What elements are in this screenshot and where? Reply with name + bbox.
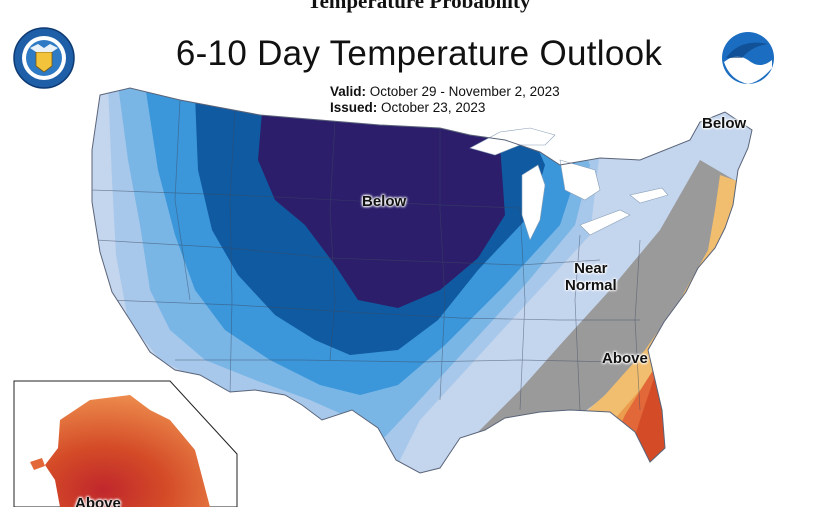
lake-michigan [521,164,546,241]
cut-off-title: Temperature Probability [307,0,531,13]
state-line [329,119,336,361]
region-northeast-below [700,112,752,170]
alaska-island [30,458,45,470]
state-line [439,128,446,401]
lake-ontario [629,187,669,204]
valid-issued-block: Valid: October 29 - November 2, 2023 Iss… [330,84,560,116]
alaska-inset [13,380,238,507]
lake-superior [469,127,556,156]
label-above-southeast: Above [602,350,648,367]
alaska-above-shading [45,395,210,507]
issued-label: Issued: [330,100,378,115]
state-line [634,239,641,411]
conus-outline [91,87,753,474]
state-line [519,207,526,411]
state-line [574,234,581,411]
great-lakes [469,127,669,241]
page-title: 6-10 Day Temperature Outlook [175,34,663,73]
label-below-central: Below [362,193,407,210]
state-line [174,99,191,301]
issued-row: Issued: October 23, 2023 [330,100,560,116]
state-line [175,359,621,363]
valid-label: Valid: [330,84,367,99]
region-near-normal [430,160,752,473]
state-line [229,109,236,396]
label-near-line2: Normal [565,277,617,294]
state-line [92,189,521,209]
label-above-alaska: Above [75,495,121,507]
commerce-seal-logo [13,27,75,89]
state-line [107,299,640,321]
label-below-northeast: Below [702,115,747,132]
state-boundaries [92,99,641,411]
issued-date: October 23, 2023 [381,100,486,115]
valid-dates: October 29 - November 2, 2023 [369,84,560,99]
lake-huron [559,159,601,201]
label-near-normal: Near Normal [565,260,617,294]
region-below-darkest [258,112,505,308]
label-near-line1: Near [574,260,608,277]
noaa-logo [722,32,774,84]
state-line [95,239,601,266]
lake-erie [579,209,631,236]
valid-row: Valid: October 29 - November 2, 2023 [330,84,560,100]
